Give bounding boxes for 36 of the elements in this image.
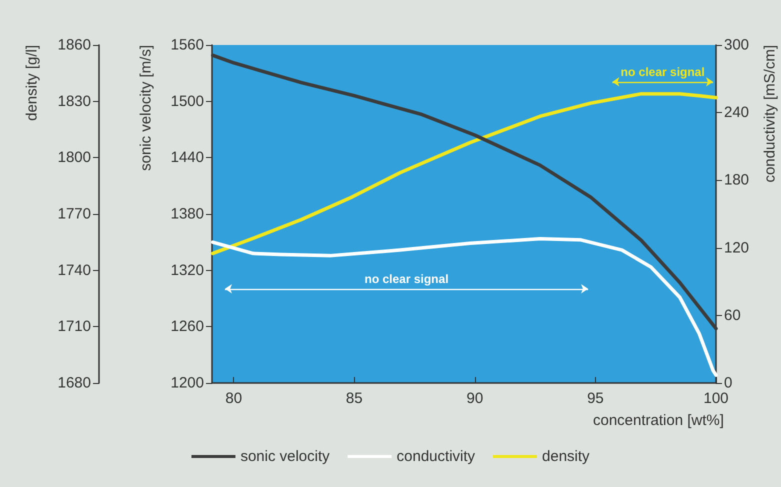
y-tick-label: 1560 [170, 36, 204, 54]
y3-tick-label: 1860 [58, 36, 91, 54]
y3-tick-label: 1800 [58, 149, 91, 166]
y2-tick-label: 60 [724, 306, 741, 324]
y2-tick-label: 180 [724, 172, 750, 189]
y3-tick-label: 1830 [58, 92, 91, 110]
y2-axis-title: conductivity [mS/cm] [762, 45, 778, 183]
y3-tick-label: 1770 [58, 206, 91, 222]
legend-label: density [542, 448, 590, 465]
y-tick-label: 1320 [170, 262, 204, 279]
y-tick-label: 1200 [170, 374, 204, 392]
annotation: no clear signal [620, 64, 705, 79]
y2-tick-label: 240 [724, 104, 750, 122]
legend-label: sonic velocity [240, 448, 330, 465]
y-axis-title: sonic velocity [m/s] [138, 45, 154, 171]
x-tick-label: 100 [703, 390, 729, 407]
x-tick-label: 85 [346, 390, 363, 407]
y3-tick-label: 1680 [58, 374, 91, 392]
x-tick-label: 80 [225, 390, 242, 407]
y-tick-label: 1380 [170, 206, 204, 222]
x-axis-title: concentration [wt%] [593, 412, 724, 429]
line-series [210, 237, 718, 377]
y2-tick-label: 120 [724, 239, 750, 256]
y-tick-label: 1440 [170, 149, 204, 166]
legend-label: conductivity [396, 448, 476, 465]
line-series [210, 92, 718, 256]
x-tick-label: 95 [587, 390, 604, 407]
annotation: no clear signal [364, 272, 449, 286]
y2-tick-label: 0 [724, 374, 732, 392]
y3-tick-label: 1740 [58, 262, 91, 279]
y3-axis-title: density [g/l] [24, 45, 40, 121]
y-tick-label: 1260 [170, 318, 204, 336]
y-tick-label: 1500 [170, 92, 204, 110]
x-tick-label: 90 [466, 390, 484, 407]
y3-tick-label: 1710 [58, 318, 91, 336]
y2-tick-label: 300 [724, 36, 750, 54]
